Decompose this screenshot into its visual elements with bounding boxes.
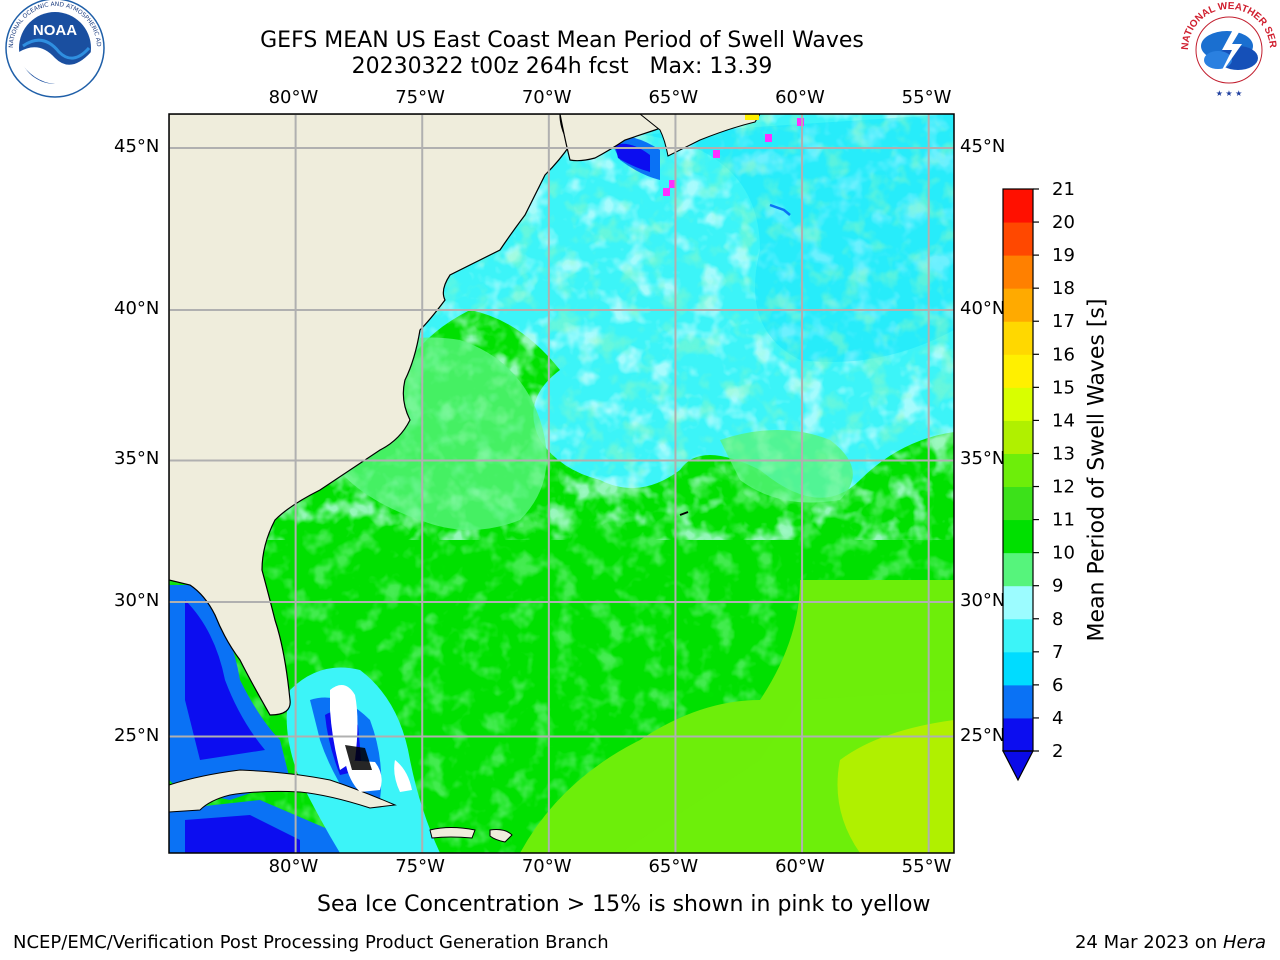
- lon-tick-label-top: 80°W: [268, 87, 319, 108]
- colorbar-swatch: [1003, 552, 1033, 587]
- lat-tick-label-right: 45°N: [960, 136, 1006, 158]
- colorbar-swatch: [1003, 486, 1033, 521]
- lon-tick-label-bottom: 80°W: [268, 856, 319, 877]
- colorbar-extend-arrow: [1002, 750, 1034, 782]
- colorbar-tick-label: 14: [1052, 410, 1075, 431]
- colorbar-swatch: [1003, 189, 1033, 223]
- colorbar-tick-label: 15: [1052, 377, 1075, 398]
- lon-tick-label-bottom: 55°W: [901, 856, 952, 877]
- lat-tick-label-right: 40°N: [960, 297, 1006, 319]
- colorbar-swatch: [1003, 519, 1033, 554]
- colorbar-tick-label: 12: [1052, 477, 1075, 498]
- lon-tick-label-bottom: 65°W: [648, 856, 699, 877]
- lon-tick-label-bottom: 75°W: [395, 856, 445, 877]
- colorbar-tick-label: 11: [1052, 510, 1075, 531]
- machine-name: Hera: [1222, 932, 1266, 953]
- map-frame: [168, 113, 955, 854]
- colorbar-tick-label: 16: [1052, 344, 1075, 365]
- colorbar-swatch: [1003, 255, 1033, 289]
- lat-tick-label-right: 35°N: [960, 448, 1006, 470]
- colorbar-swatch: [1003, 453, 1033, 488]
- colorbar-swatch: [1003, 651, 1033, 686]
- colorbar-tick-label: 13: [1052, 443, 1075, 464]
- colorbar-tick-label: 2: [1052, 741, 1063, 762]
- noaa-logo-text: NOAA: [33, 22, 77, 39]
- colorbar-swatch: [1003, 717, 1033, 752]
- colorbar-swatch: [1003, 585, 1033, 620]
- noaa-logo: NOAA NATIONAL OCEANIC AND ATMOSPHERIC AD…: [3, 0, 105, 98]
- lon-tick-label-top: 65°W: [648, 87, 699, 108]
- lat-tick-label-right: 30°N: [960, 589, 1006, 611]
- lat-tick-label-left: 25°N: [114, 724, 160, 746]
- sea-ice-caption: Sea Ice Concentration > 15% is shown in …: [317, 892, 931, 917]
- colorbar-tick-label: 21: [1052, 179, 1075, 200]
- colorbar-swatch: [1003, 618, 1033, 653]
- lon-tick-label-bottom: 70°W: [521, 856, 572, 877]
- lon-tick-label-bottom: 60°W: [775, 856, 825, 877]
- lat-tick-label-left: 30°N: [114, 589, 160, 611]
- lon-tick-label-top: 55°W: [901, 87, 952, 108]
- colorbar-tick-label: 18: [1052, 278, 1075, 299]
- colorbar: 2 4 6 7 8 9 10 11 12 13 14 15 16 17 18 19 20 21: [1002, 179, 1075, 782]
- lat-tick-label-left: 45°N: [114, 136, 160, 158]
- lon-tick-label-top: 75°W: [395, 87, 445, 108]
- lat-tick-label-left: 35°N: [114, 448, 160, 470]
- colorbar-tick-label: 10: [1052, 543, 1075, 564]
- colorbar-swatch: [1003, 420, 1033, 454]
- colorbar-frame: [1002, 188, 1034, 752]
- colorbar-tick-label: 19: [1052, 245, 1075, 266]
- colorbar-tick-label: 9: [1052, 576, 1063, 597]
- colorbar-swatch: [1003, 288, 1033, 322]
- swell-period-field: [169, 114, 954, 853]
- colorbar-swatch: [1003, 354, 1033, 388]
- colorbar-swatch: [1003, 684, 1033, 719]
- map-gridlines: [169, 114, 954, 853]
- forecast-subtitle: 20230322 t00z 264h fcst Max: 13.39: [351, 54, 773, 79]
- colorbar-tick-label: 4: [1052, 708, 1063, 729]
- colorbar-tick-label: 17: [1052, 311, 1075, 332]
- nws-logo: NATIONAL WEATHER SERVICE ★ ★ ★: [1178, 0, 1278, 98]
- lon-tick-label-top: 60°W: [775, 87, 825, 108]
- lat-tick-label-left: 40°N: [114, 297, 160, 319]
- credit-line: NCEP/EMC/Verification Post Processing Pr…: [13, 932, 609, 953]
- colorbar-label: Mean Period of Swell Waves [s]: [1084, 298, 1110, 642]
- lon-tick-label-top: 70°W: [521, 87, 572, 108]
- map-title: GEFS MEAN US East Coast Mean Period of S…: [260, 28, 864, 53]
- colorbar-tick-label: 7: [1052, 642, 1063, 663]
- colorbar-tick-label: 8: [1052, 609, 1063, 630]
- svg-text:★ ★ ★: ★ ★ ★: [1216, 89, 1243, 98]
- lat-tick-label-right: 25°N: [960, 724, 1006, 746]
- colorbar-swatch: [1003, 222, 1033, 256]
- colorbar-tick-label: 6: [1052, 675, 1063, 696]
- date-stamp: 24 Mar 2023 on Hera: [1074, 932, 1266, 953]
- colorbar-swatch: [1003, 321, 1033, 355]
- colorbar-swatch: [1003, 387, 1033, 421]
- colorbar-tick-label: 20: [1052, 212, 1075, 233]
